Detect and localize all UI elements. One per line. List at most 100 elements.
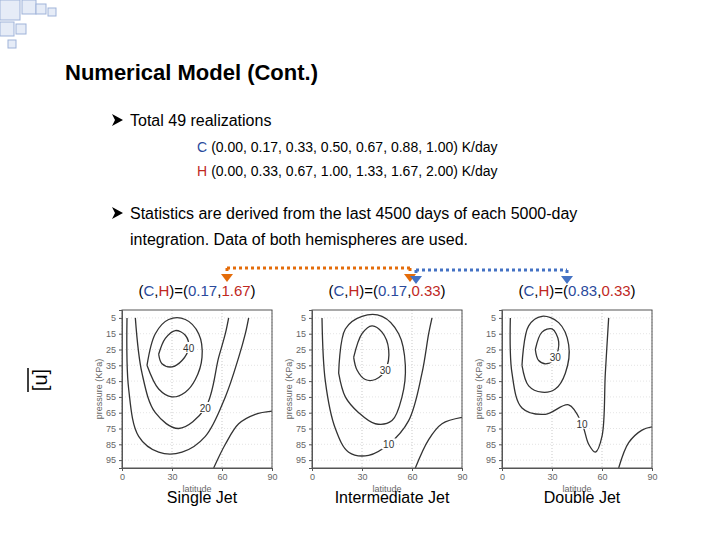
y-tick-mark: [119, 350, 122, 351]
y-tick: 55: [296, 392, 312, 402]
title-part: 0.33: [411, 282, 440, 299]
x-tick: 0: [500, 468, 505, 482]
y-tick-mark: [309, 460, 312, 461]
y-tick-label: 95: [106, 455, 116, 465]
grid-line-y: [122, 349, 272, 350]
y-tick: 25: [486, 345, 502, 355]
y-tick: 85: [106, 440, 122, 450]
connector-drop: [226, 268, 229, 274]
y-tick-mark: [499, 460, 502, 461]
y-tick: 35: [486, 361, 502, 371]
contour-line: [147, 318, 202, 397]
grid-line-y: [502, 365, 652, 366]
param-values: (0.00, 0.17, 0.33, 0.50, 0.67, 0.88, 1.0…: [211, 139, 497, 155]
y-tick-mark: [119, 381, 122, 382]
contour-line: [339, 315, 406, 425]
y-tick-mark: [119, 413, 122, 414]
grid-line-x: [552, 310, 553, 468]
y-tick: 85: [486, 440, 502, 450]
y-tick-label: 55: [106, 392, 116, 402]
slide-title: Numerical Model (Cont.): [65, 60, 318, 85]
x-axis: 0306090: [310, 468, 468, 482]
y-tick-label: 85: [106, 440, 116, 450]
y-tick-mark: [119, 429, 122, 430]
connector: [416, 269, 567, 272]
y-tick-mark: [499, 429, 502, 430]
contour-line: [135, 318, 228, 429]
y-tick: 95: [296, 455, 312, 465]
contour-labels: 4020: [182, 342, 213, 414]
grid-line-y: [122, 412, 272, 413]
contour-label-bg: [382, 438, 396, 449]
param-name: H: [197, 163, 207, 179]
contours: [510, 316, 652, 468]
grid-line-y: [312, 396, 462, 397]
x-axis-line: [313, 469, 463, 472]
y-tick-label: 5: [111, 313, 116, 323]
deco-square: [0, 0, 20, 20]
x-tick-mark: [172, 468, 173, 471]
plot-frame: [312, 310, 462, 468]
slide: Numerical Model (Cont.) Total 49 realizat…: [0, 0, 720, 540]
param-name: C: [197, 139, 207, 155]
x-tick: 90: [267, 468, 277, 482]
bullet-text: Statistics are derived from the last 450…: [130, 205, 577, 222]
connector-drop: [566, 270, 569, 276]
contour-label-bg: [575, 418, 589, 429]
y-tick: 5: [491, 313, 502, 323]
x-axis-line: [123, 469, 273, 472]
title-part: )=(: [549, 282, 568, 299]
deco-square: [48, 8, 56, 16]
x-tick-label: 60: [407, 472, 417, 482]
title-part: 0.17: [188, 282, 217, 299]
title-part: H: [538, 282, 549, 299]
y-tick: 45: [486, 376, 502, 386]
x-tick-label: 30: [547, 472, 557, 482]
y-tick: 15: [296, 329, 312, 339]
y-tick-mark: [309, 318, 312, 319]
grid-line-y: [502, 396, 652, 397]
contour-label-bg: [378, 364, 392, 375]
grid-line-y: [502, 349, 652, 350]
y-tick-mark: [499, 397, 502, 398]
y-tick: 95: [106, 455, 122, 465]
y-tick: 45: [106, 376, 122, 386]
x-tick-label: 30: [357, 472, 367, 482]
y-tick: 25: [106, 345, 122, 355]
y-tick-mark: [119, 365, 122, 366]
bullet-text: Total 49 realizations: [130, 112, 271, 129]
y-tick-mark: [119, 460, 122, 461]
y-tick-label: 75: [296, 424, 306, 434]
y-tick-label: 55: [296, 392, 306, 402]
deco-square: [22, 0, 36, 14]
panel-subtitle: Double Jet: [544, 489, 621, 506]
contours: [322, 315, 462, 468]
plot-frame: [502, 310, 652, 468]
y-tick: 35: [106, 361, 122, 371]
grid-line-y: [502, 317, 652, 318]
y-tick: 45: [296, 376, 312, 386]
y-tick-label: 65: [296, 408, 306, 418]
y-tick: 85: [296, 440, 312, 450]
y-tick: 5: [111, 313, 122, 323]
y-tick-mark: [309, 350, 312, 351]
decoration: [0, 0, 56, 48]
y-tick-mark: [119, 318, 122, 319]
contour-label-bg: [548, 351, 562, 362]
panel-subtitle: Intermediate Jet: [335, 489, 450, 506]
y-tick-mark: [119, 334, 122, 335]
y-tick-mark: [309, 429, 312, 430]
title-part: )=(: [359, 282, 378, 299]
field-label-group: [u]: [28, 368, 51, 392]
y-tick: 95: [486, 455, 502, 465]
contour-line: [522, 316, 569, 392]
panel: 402003060905152535455565758595latitudepr…: [94, 310, 278, 494]
x-tick-label: 90: [647, 472, 657, 482]
x-tick-mark: [412, 468, 413, 471]
param-line: H(0.00, 0.33, 0.67, 1.00, 1.33, 1.67, 2.…: [197, 163, 498, 179]
title-part: 0.83: [568, 282, 597, 299]
grid-line-y: [122, 428, 272, 429]
y-tick-mark: [499, 381, 502, 382]
y-axis: 5152535455565758595: [296, 311, 313, 469]
x-tick-mark: [602, 468, 603, 471]
